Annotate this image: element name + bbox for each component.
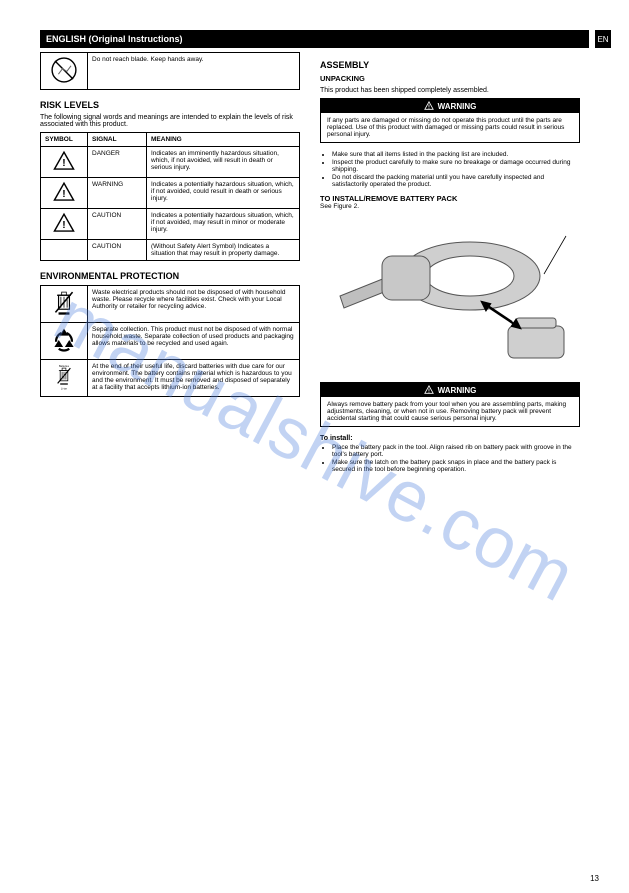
step2: Make sure the latch on the battery pack … bbox=[332, 459, 580, 473]
step1: Place the battery pack in the tool. Alig… bbox=[332, 444, 580, 458]
danger-meaning: Indicates an imminently hazardous situat… bbox=[147, 147, 300, 178]
env-table: Waste electrical products should not be … bbox=[40, 285, 300, 397]
lang-tab: EN bbox=[595, 30, 611, 48]
li1: Make sure that all items listed in the p… bbox=[332, 151, 580, 158]
risk-table: SYMBOL SIGNAL MEANING ! DANGER Indicates… bbox=[40, 132, 300, 261]
svg-text:!: ! bbox=[62, 158, 65, 169]
svg-text:Li-ion: Li-ion bbox=[61, 388, 68, 391]
svg-text:!: ! bbox=[62, 220, 65, 231]
header-text: ENGLISH (Original Instructions) bbox=[46, 34, 183, 44]
col-signal: SIGNAL bbox=[88, 133, 147, 147]
symbol-table: Do not reach blade. Keep hands away. bbox=[40, 52, 300, 90]
warn2-head: WARNING bbox=[438, 386, 477, 395]
recycle-text: Separate collection. This product must n… bbox=[88, 323, 300, 360]
assembly-heading: ASSEMBLY bbox=[320, 60, 580, 70]
caution2-meaning: (Without Safety Alert Symbol) Indicates … bbox=[147, 240, 300, 261]
install-sub: See Figure 2. bbox=[320, 203, 580, 210]
figure-2-illustration bbox=[320, 216, 580, 376]
unpack-list: Make sure that all items listed in the p… bbox=[332, 151, 580, 188]
weee-text: Waste electrical products should not be … bbox=[88, 286, 300, 323]
warn1-body: If any parts are damaged or missing do n… bbox=[321, 113, 579, 142]
page-number: 13 bbox=[590, 874, 599, 883]
warning-signal: WARNING bbox=[88, 178, 147, 209]
risk-intro: The following signal words and meanings … bbox=[40, 114, 300, 128]
warn2-body: Always remove battery pack from your too… bbox=[321, 397, 579, 426]
warn-triangle-icon: ! bbox=[424, 101, 434, 111]
caution-icon: ! bbox=[41, 209, 88, 240]
recycle-icon bbox=[41, 323, 88, 360]
warning-box-2: ! WARNING Always remove battery pack fro… bbox=[320, 382, 580, 427]
no-reach-icon bbox=[41, 53, 88, 90]
weee-icon bbox=[41, 286, 88, 323]
risk-heading: RISK LEVELS bbox=[40, 100, 300, 110]
install-head: TO INSTALL/REMOVE BATTERY PACK bbox=[320, 194, 580, 203]
no-reach-text: Do not reach blade. Keep hands away. bbox=[88, 53, 300, 90]
caution-signal: CAUTION bbox=[88, 209, 147, 240]
right-column: ASSEMBLY UNPACKING This product has been… bbox=[320, 52, 580, 477]
battery-text: At the end of their useful life, discard… bbox=[88, 360, 300, 397]
install-steps: Place the battery pack in the tool. Alig… bbox=[332, 444, 580, 473]
svg-text:!: ! bbox=[62, 189, 65, 200]
warn1-head: WARNING bbox=[438, 102, 477, 111]
svg-text:!: ! bbox=[428, 389, 430, 395]
col-symbol: SYMBOL bbox=[41, 133, 88, 147]
danger-icon: ! bbox=[41, 147, 88, 178]
svg-text:Batteries: Batteries bbox=[59, 365, 70, 368]
caution2-signal: CAUTION bbox=[88, 240, 147, 261]
warning-box-1: ! WARNING If any parts are damaged or mi… bbox=[320, 98, 580, 143]
li3: Do not discard the packing material unti… bbox=[332, 174, 580, 188]
col-meaning: MEANING bbox=[147, 133, 300, 147]
warn-triangle-icon: ! bbox=[424, 385, 434, 395]
li2: Inspect the product carefully to make su… bbox=[332, 159, 580, 173]
caution-meaning: Indicates a potentially hazardous situat… bbox=[147, 209, 300, 240]
unpacking-text: This product has been shipped completely… bbox=[320, 87, 580, 94]
warning-meaning: Indicates a potentially hazardous situat… bbox=[147, 178, 300, 209]
install-steps-head: To install: bbox=[320, 435, 580, 442]
battery-icon: Batteries Li-ion bbox=[41, 360, 88, 397]
unpacking-heading: UNPACKING bbox=[320, 74, 580, 83]
env-heading: ENVIRONMENTAL PROTECTION bbox=[40, 271, 300, 281]
svg-text:!: ! bbox=[428, 105, 430, 111]
danger-signal: DANGER bbox=[88, 147, 147, 178]
left-column: Do not reach blade. Keep hands away. RIS… bbox=[40, 52, 300, 477]
warning-icon: ! bbox=[41, 178, 88, 209]
caution2-icon bbox=[41, 240, 88, 261]
